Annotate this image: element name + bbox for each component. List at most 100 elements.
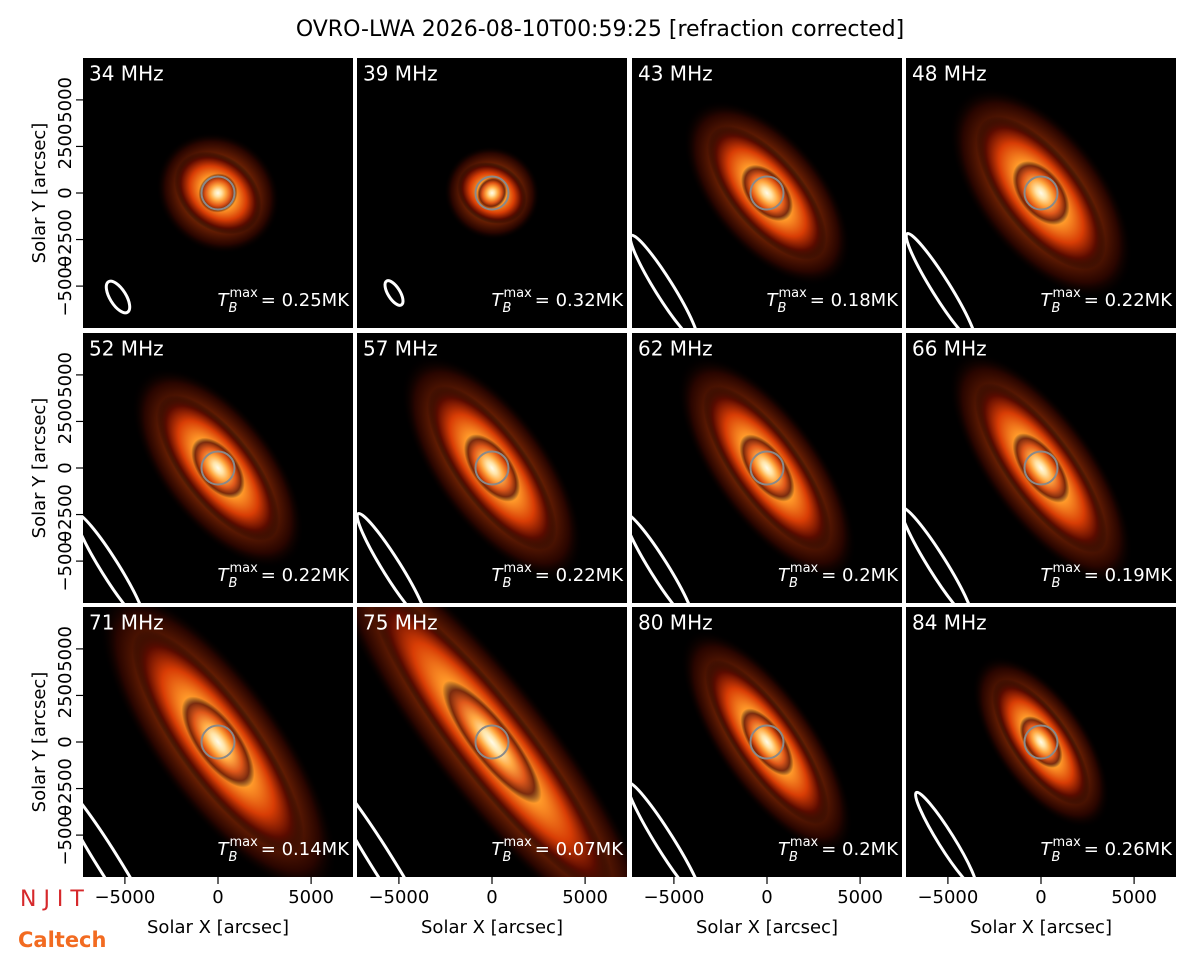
solar-disk bbox=[474, 175, 510, 211]
frequency-label: 57 MHz bbox=[363, 337, 438, 361]
solar-disk bbox=[474, 450, 510, 486]
source-core bbox=[739, 434, 795, 502]
y-tick-label: −5000 bbox=[55, 531, 76, 592]
panel bbox=[83, 58, 353, 328]
y-tick-label: −5000 bbox=[55, 256, 76, 317]
y-axis-label: Solar Y [arcsec] bbox=[29, 123, 50, 264]
source-core bbox=[477, 177, 507, 209]
tb-max-annotation: TBmax = 0.26MK bbox=[1041, 835, 1174, 865]
panel bbox=[357, 607, 627, 877]
x-axis-label: Solar X [arcsec] bbox=[970, 917, 1112, 938]
tb-max-annotation: TBmax = 0.22MK bbox=[218, 561, 351, 591]
tb-superscript: max bbox=[229, 835, 258, 850]
tb-value: = 0.22MK bbox=[535, 565, 624, 586]
x-axis-label: Solar X [arcsec] bbox=[421, 917, 563, 938]
y-tick-label: −5000 bbox=[55, 805, 76, 866]
tb-value: = 0.22MK bbox=[1084, 290, 1173, 311]
figure-title: OVRO-LWA 2026-08-10T00:59:25 [refraction… bbox=[296, 17, 904, 42]
tb-symbol: T bbox=[492, 839, 505, 860]
frequency-label: 34 MHz bbox=[89, 62, 164, 86]
x-tick-label: 0 bbox=[1035, 887, 1046, 908]
x-tick-label: 0 bbox=[486, 887, 497, 908]
tb-max-annotation: TBmax = 0.14MK bbox=[218, 835, 351, 865]
panel bbox=[357, 58, 627, 328]
solar-disk bbox=[749, 175, 785, 211]
y-tick-label: −2500 bbox=[55, 209, 76, 270]
tb-max-annotation: TBmax = 0.25MK bbox=[218, 286, 351, 316]
solar-disk bbox=[749, 724, 785, 760]
panel bbox=[906, 333, 1176, 603]
tb-value: = 0.2MK bbox=[821, 565, 899, 586]
tb-symbol: T bbox=[218, 839, 231, 860]
tb-subscript: B bbox=[789, 576, 798, 591]
y-axis-label: Solar Y [arcsec] bbox=[29, 672, 50, 813]
frequency-label: 84 MHz bbox=[912, 611, 987, 635]
tb-symbol: T bbox=[492, 565, 505, 586]
x-tick-label: 5000 bbox=[837, 887, 883, 908]
beam bbox=[357, 512, 429, 603]
tb-value: = 0.26MK bbox=[1084, 839, 1173, 860]
source-core bbox=[442, 680, 542, 804]
tb-value: = 0.18MK bbox=[810, 290, 899, 311]
y-tick-label: −2500 bbox=[55, 758, 76, 819]
tb-symbol: T bbox=[1041, 839, 1054, 860]
tb-value: = 0.22MK bbox=[261, 565, 350, 586]
frequency-label: 75 MHz bbox=[363, 611, 438, 635]
tb-subscript: B bbox=[229, 850, 238, 865]
beam bbox=[914, 790, 978, 877]
x-tick-label: 5000 bbox=[288, 887, 334, 908]
tb-symbol: T bbox=[218, 565, 231, 586]
panel bbox=[357, 333, 627, 603]
frequency-label: 43 MHz bbox=[638, 62, 713, 86]
tb-superscript: max bbox=[503, 286, 532, 301]
solar-disk bbox=[749, 450, 785, 486]
tb-max-annotation: TBmax = 0.22MK bbox=[1041, 286, 1174, 316]
solar-disk bbox=[200, 724, 236, 760]
y-tick-label: 2500 bbox=[55, 399, 76, 445]
tb-subscript: B bbox=[778, 301, 787, 316]
tb-value: = 0.2MK bbox=[821, 839, 899, 860]
tb-superscript: max bbox=[229, 286, 258, 301]
tb-subscript: B bbox=[789, 850, 798, 865]
x-tick-label: 5000 bbox=[562, 887, 608, 908]
source-core bbox=[181, 696, 255, 788]
beam bbox=[83, 775, 164, 877]
y-tick-label: 2500 bbox=[55, 673, 76, 719]
source-core bbox=[1012, 433, 1070, 503]
tb-max-annotation: TBmax = 0.19MK bbox=[1041, 561, 1174, 591]
tb-symbol: T bbox=[767, 290, 780, 311]
tb-max-annotation: TBmax = 0.22MK bbox=[492, 561, 625, 591]
y-axis-label: Solar Y [arcsec] bbox=[29, 398, 50, 539]
beam bbox=[906, 506, 975, 603]
frequency-label: 62 MHz bbox=[638, 337, 713, 361]
tb-superscript: max bbox=[229, 561, 258, 576]
source-core bbox=[741, 164, 793, 222]
solar-disk bbox=[1023, 724, 1059, 760]
tb-superscript: max bbox=[1052, 286, 1081, 301]
x-tick-label: −5000 bbox=[368, 887, 429, 908]
beam bbox=[632, 512, 696, 603]
source-core bbox=[740, 708, 794, 776]
tb-subscript: B bbox=[229, 301, 238, 316]
tb-superscript: max bbox=[503, 835, 532, 850]
tb-superscript: max bbox=[503, 561, 532, 576]
x-tick-label: 0 bbox=[761, 887, 772, 908]
source-core bbox=[463, 434, 521, 502]
tb-value: = 0.07MK bbox=[535, 839, 624, 860]
frequency-label: 52 MHz bbox=[89, 337, 164, 361]
y-tick-label: 2500 bbox=[55, 124, 76, 170]
tb-subscript: B bbox=[229, 576, 238, 591]
tb-max-annotation: TBmax = 0.2MK bbox=[778, 561, 899, 591]
frequency-label: 71 MHz bbox=[89, 611, 164, 635]
x-axis-label: Solar X [arcsec] bbox=[147, 917, 289, 938]
tb-subscript: B bbox=[503, 850, 512, 865]
tb-subscript: B bbox=[1052, 576, 1061, 591]
y-tick-label: 0 bbox=[55, 462, 76, 473]
tb-symbol: T bbox=[1041, 290, 1054, 311]
logo-njit: N J I T bbox=[20, 887, 84, 912]
beam bbox=[83, 512, 147, 603]
tb-value: = 0.25MK bbox=[261, 290, 350, 311]
x-tick-label: 0 bbox=[212, 887, 223, 908]
y-tick-label: 0 bbox=[55, 736, 76, 747]
